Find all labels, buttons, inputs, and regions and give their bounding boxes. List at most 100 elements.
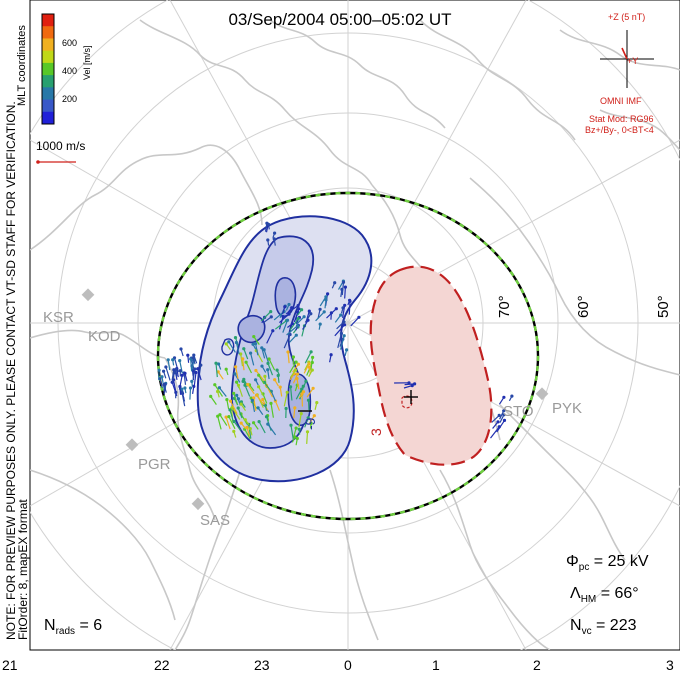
colorbar-segment [42, 63, 54, 76]
velocity-vector-origin [357, 316, 360, 319]
velocity-vector-origin [225, 342, 228, 345]
velocity-vector-origin [260, 365, 263, 368]
imf-y-label: +Y [627, 56, 638, 66]
velocity-vector-origin [235, 394, 238, 397]
colorbar-label: Vel [m/s] [82, 45, 92, 80]
velocity-vector-origin [167, 358, 170, 361]
velocity-vector-origin [164, 365, 167, 368]
velocity-vector-origin [232, 392, 235, 395]
station-kod: KOD [88, 328, 121, 345]
velocity-vector-origin [271, 329, 274, 332]
velocity-vector-origin [323, 310, 326, 313]
mlt-tick-0: 0 [344, 657, 352, 673]
velocity-vector-origin [295, 361, 298, 364]
velocity-vector-origin [178, 359, 181, 362]
colorbar-segment [42, 87, 54, 100]
imf-source: OMNI IMF [600, 96, 642, 106]
velocity-vector-origin [297, 317, 300, 320]
velocity-vector-origin [192, 356, 195, 359]
velocity-vector-origin [163, 383, 166, 386]
velocity-vector-origin [277, 374, 280, 377]
velocity-vector-origin [257, 374, 260, 377]
velocity-vector-origin [294, 369, 297, 372]
velocity-vector-origin [158, 369, 161, 372]
velocity-vector-origin [186, 354, 189, 357]
velocity-vector-origin [266, 362, 269, 365]
velocity-vector-origin [407, 381, 410, 384]
velocity-vector-origin [324, 298, 327, 301]
velocity-vector-origin [287, 313, 290, 316]
velocity-vector-origin [162, 370, 165, 373]
velocity-vector-origin [261, 398, 264, 401]
velocity-vector-origin [235, 341, 238, 344]
mlt-tick-1: 1 [432, 657, 440, 673]
velocity-vector-origin [225, 368, 228, 371]
velocity-vector-origin [179, 369, 182, 372]
velocity-vector-origin [258, 420, 261, 423]
mlt-tick-21: 21 [2, 657, 18, 673]
velocity-vector-origin [273, 378, 276, 381]
velocity-vector-origin [265, 415, 268, 418]
velocity-vector-origin [295, 334, 298, 337]
velocity-vector-origin [296, 373, 299, 376]
colorbar-segment [42, 112, 54, 125]
velocity-vector-origin [300, 412, 303, 415]
velocity-vector-origin [252, 421, 255, 424]
colorbar-segment [42, 38, 54, 51]
velocity-vector-origin [173, 371, 176, 374]
stat-vector-count: Nvc = 223 [570, 617, 637, 637]
velocity-vector-origin [312, 387, 315, 390]
latitude-label-60: 60° [575, 295, 592, 318]
velocity-vector-origin [295, 427, 298, 430]
velocity-vector-origin [245, 361, 248, 364]
velocity-vector-origin [254, 369, 257, 372]
velocity-vector-origin [263, 375, 266, 378]
velocity-vector-origin [241, 357, 244, 360]
velocity-vector-origin [189, 386, 192, 389]
map-title: 03/Sep/2004 05:00–05:02 UT [0, 10, 680, 30]
velocity-vector-origin [306, 319, 309, 322]
velocity-vector-origin [342, 281, 345, 284]
velocity-vector-origin [218, 413, 221, 416]
velocity-vector-origin [242, 380, 245, 383]
velocity-vector-origin [304, 380, 307, 383]
velocity-vector-origin [319, 323, 322, 326]
velocity-vector-origin [300, 308, 303, 311]
mlt-tick-23: 23 [254, 657, 270, 673]
imf-condition: Bz+/By-, 0<BT<4 [585, 125, 654, 135]
velocity-vector-origin [218, 386, 221, 389]
velocity-vector-origin [276, 369, 279, 372]
velocity-vector-origin [273, 237, 276, 240]
velocity-vector-origin [289, 385, 292, 388]
velocity-vector-origin [269, 402, 272, 405]
velocity-vector-origin [171, 358, 174, 361]
velocity-vector-origin [178, 385, 181, 388]
latitude-label-50: 50° [655, 295, 672, 318]
velocity-vector-origin [244, 418, 247, 421]
velocity-vector-origin [292, 355, 295, 358]
velocity-vector-origin [287, 303, 290, 306]
velocity-vector-origin [308, 362, 311, 365]
velocity-vector-origin [326, 292, 329, 295]
velocity-vector-origin [232, 430, 235, 433]
velocity-vector-origin [290, 306, 293, 309]
velocity-vector-origin [330, 353, 333, 356]
fit-order-note: FitOrder: 8, mapEX format [16, 499, 30, 640]
station-pgr: PGR [138, 456, 171, 473]
velocity-vector-origin [225, 416, 228, 419]
velocity-vector-origin [249, 352, 252, 355]
stat-radar-count: Nrads = 6 [44, 617, 102, 637]
velocity-vector-origin [309, 312, 312, 315]
velocity-vector-origin [297, 304, 300, 307]
velocity-vector-origin [239, 352, 242, 355]
velocity-vector-origin [183, 372, 186, 375]
velocity-vector-origin [237, 406, 240, 409]
velocity-vector-origin [268, 357, 271, 360]
velocity-vector-origin [510, 395, 513, 398]
velocity-vector-origin [251, 399, 254, 402]
velocity-vector-origin [179, 347, 182, 350]
velocity-vector-origin [342, 320, 345, 323]
velocity-vector-origin [193, 367, 196, 370]
imf-scale-label: +Z (5 nT) [608, 12, 645, 22]
velocity-vector-origin [257, 406, 260, 409]
